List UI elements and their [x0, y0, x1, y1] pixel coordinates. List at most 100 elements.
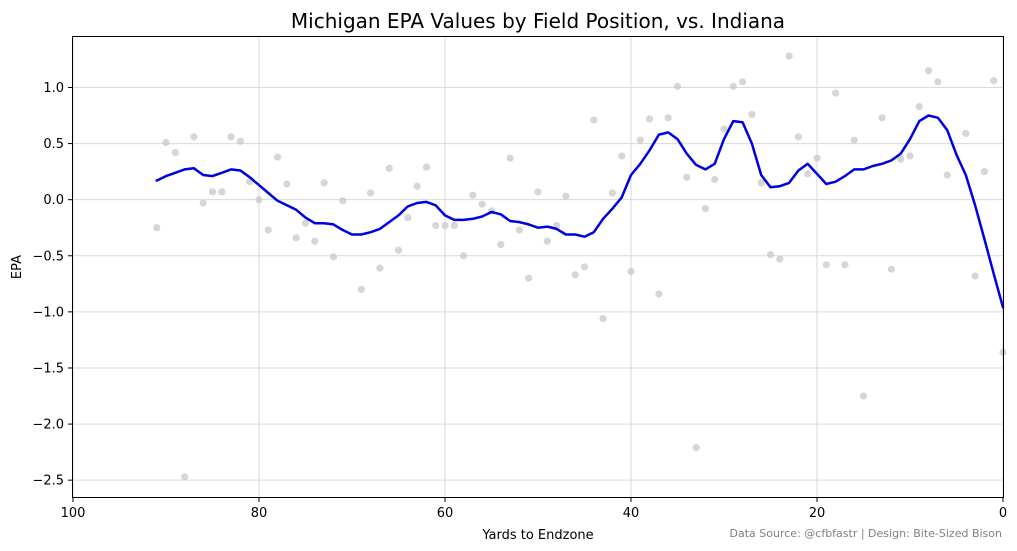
chart-title: Michigan EPA Values by Field Position, v…: [291, 9, 785, 33]
y-tick-label: 0.5: [43, 137, 64, 152]
epa-point: [301, 219, 310, 227]
x-tick-label: 20: [809, 506, 826, 521]
epa-point: [460, 252, 468, 260]
epa-point: [906, 152, 914, 160]
epa-point: [590, 116, 598, 124]
epa-point: [608, 189, 617, 197]
epa-trend-line: [155, 114, 1005, 309]
epa-point: [562, 192, 570, 200]
y-tick-label: −1.5: [32, 361, 64, 376]
epa-point: [618, 152, 626, 160]
epa-point: [859, 392, 868, 400]
epa-point: [766, 251, 775, 259]
epa-point: [367, 189, 375, 197]
epa-point: [190, 133, 198, 141]
y-tick-label: 1.0: [43, 81, 64, 96]
epa-point: [673, 82, 682, 90]
epa-point: [274, 153, 282, 161]
epa-point: [850, 136, 858, 144]
epa-point: [394, 246, 403, 254]
epa-point: [990, 77, 998, 85]
epa-point: [934, 78, 942, 86]
epa-point: [711, 175, 719, 184]
epa-point: [841, 261, 849, 269]
epa-point: [320, 179, 328, 187]
epa-smoothed-line: [155, 114, 1005, 309]
epa-point: [357, 285, 365, 294]
epa-point: [162, 138, 170, 147]
epa-point: [627, 267, 635, 276]
epa-point: [525, 274, 533, 282]
epa-point: [664, 114, 672, 122]
epa-point: [646, 115, 654, 123]
epa-point: [701, 205, 710, 213]
epa-point: [813, 154, 821, 162]
epa-point: [153, 224, 161, 232]
epa-point: [794, 133, 803, 141]
epa-point: [413, 182, 421, 190]
epa-point: [292, 234, 300, 242]
epa-point: [311, 237, 319, 245]
epa-point: [832, 89, 840, 97]
epa-point: [599, 315, 607, 323]
epa-point: [943, 171, 951, 179]
epa-point: [515, 226, 524, 234]
epa-point: [422, 163, 430, 171]
epa-point: [571, 271, 579, 279]
source-note: Data Source: @cfbfastr | Design: Bite-Si…: [730, 527, 1002, 540]
y-axis-ticks: 1.0 0.5 0.0 −0.5 −1.0 −1.5 −2.0 −2.5: [32, 81, 73, 489]
plot-frame: [72, 36, 1004, 498]
epa-point: [227, 133, 235, 141]
epa-point: [739, 78, 747, 86]
epa-point: [729, 82, 737, 90]
epa-point: [199, 199, 207, 207]
y-tick-label: −1.0: [32, 305, 64, 320]
y-tick-label: −2.0: [32, 418, 64, 433]
epa-point: [404, 214, 412, 222]
epa-point: [757, 179, 765, 187]
epa-point: [283, 180, 291, 188]
epa-point: [878, 114, 886, 122]
epa-point: [962, 129, 970, 138]
epa-point: [264, 226, 272, 234]
epa-point: [748, 110, 756, 119]
epa-point: [915, 102, 923, 111]
x-tick-label: 0: [999, 506, 1007, 521]
epa-point: [478, 200, 486, 208]
epa-point: [534, 188, 542, 196]
x-tick-label: 60: [437, 506, 454, 521]
epa-point: [925, 67, 933, 75]
x-axis-ticks: 100 80 60 40 20 0: [61, 497, 1007, 521]
x-axis-label: Yards to Endzone: [481, 528, 593, 543]
epa-point: [776, 255, 784, 263]
epa-point: [971, 272, 979, 280]
epa-point: [804, 170, 812, 178]
y-tick-label: −2.5: [32, 474, 64, 489]
epa-point: [171, 148, 179, 157]
y-tick-label: −0.5: [32, 249, 64, 264]
epa-point: [785, 52, 793, 60]
epa-point: [636, 136, 644, 144]
epa-point: [339, 197, 347, 205]
epa-point: [692, 444, 700, 452]
epa-point: [469, 191, 477, 199]
epa-point: [822, 261, 830, 269]
epa-point: [376, 264, 384, 272]
epa-point: [897, 155, 905, 163]
epa-point: [580, 263, 589, 271]
scatter-points: [153, 52, 1007, 481]
x-tick-label: 40: [623, 506, 640, 521]
epa-point: [432, 221, 440, 230]
x-tick-label: 80: [251, 506, 268, 521]
epa-point: [683, 173, 691, 181]
epa-point: [181, 473, 189, 481]
epa-point: [208, 188, 217, 196]
epa-point: [506, 154, 514, 162]
x-tick-label: 100: [61, 506, 86, 521]
epa-point: [255, 196, 263, 204]
epa-point: [543, 237, 551, 245]
epa-point: [655, 290, 663, 298]
epa-point: [720, 125, 728, 133]
epa-point: [329, 253, 337, 261]
